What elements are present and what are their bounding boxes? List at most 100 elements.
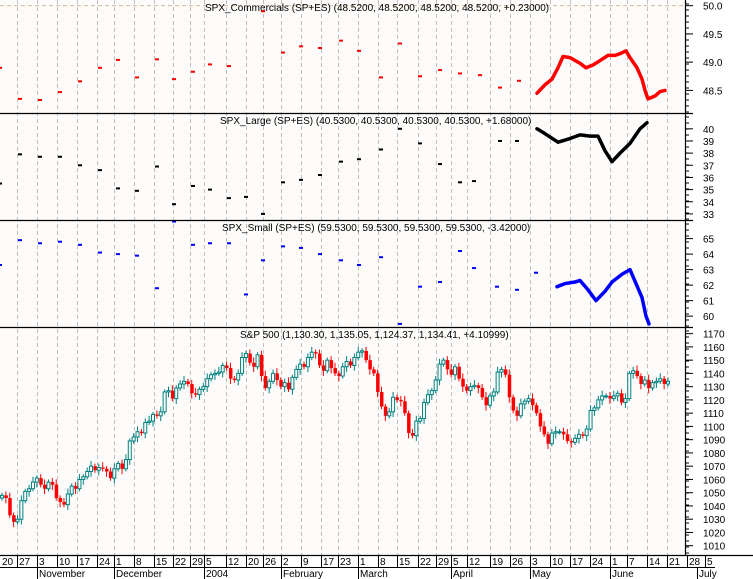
y-tick-label: 65: [703, 235, 715, 246]
candle-body-up: [468, 386, 473, 392]
data-point: [438, 281, 442, 284]
candle-body-down: [101, 467, 105, 469]
candle-body-up: [89, 465, 94, 472]
candle-body-up: [255, 354, 260, 368]
candle-body-up: [437, 363, 442, 381]
y-tick-label: 49.0: [703, 58, 723, 69]
candle-body-down: [329, 360, 334, 369]
x-day-label: 15: [399, 557, 411, 568]
candle-body-up: [116, 463, 121, 470]
data-point: [227, 65, 231, 68]
x-day-label: 22: [175, 557, 187, 568]
candle-body-up: [325, 359, 330, 372]
candle-body-down: [333, 368, 337, 374]
data-point: [498, 139, 502, 142]
y-tick-label: 1130: [703, 383, 725, 394]
candle-body-up: [522, 400, 527, 405]
candle-body-up: [472, 384, 477, 388]
candle-body-up: [181, 380, 186, 385]
data-line: [535, 49, 667, 101]
x-day-label: 24: [99, 557, 111, 568]
x-day-label: 2: [283, 557, 289, 568]
candle-body-up: [654, 380, 659, 384]
candle-body-up: [205, 378, 210, 388]
candle-body-down: [569, 441, 574, 443]
candle-body-down: [252, 362, 256, 367]
data-point: [58, 240, 62, 243]
candle-body-up: [429, 390, 434, 396]
candle-body-down: [639, 376, 643, 384]
x-day-label: 1: [360, 557, 366, 568]
x-day-label: 3: [532, 557, 538, 568]
candle-body-down: [43, 484, 47, 489]
candle-body-up: [143, 421, 148, 434]
data-point: [357, 49, 361, 52]
data-point: [18, 153, 22, 156]
candle-body-up: [650, 382, 655, 389]
candle-body-down: [565, 434, 570, 441]
x-day-label: 26: [265, 557, 277, 568]
data-point: [38, 242, 42, 245]
y-tick-label: 1170: [703, 330, 725, 341]
x-month-label: June: [612, 569, 634, 579]
candle-body-up: [491, 391, 496, 397]
candle-body-up: [360, 350, 365, 353]
candle-body-up: [271, 372, 276, 382]
data-point: [0, 66, 2, 69]
data-point: [227, 242, 231, 245]
candle-body-down: [74, 486, 78, 489]
candle-body-down: [608, 395, 612, 399]
candle-body-up: [209, 374, 214, 380]
y-tick-label: 50.0: [703, 2, 723, 13]
x-month-label: May: [532, 569, 551, 579]
candle-body-up: [166, 390, 171, 393]
x-month-label: November: [39, 569, 86, 579]
data-point: [98, 169, 102, 172]
data-line: [555, 267, 651, 326]
candle-body-up: [642, 379, 647, 385]
candle-body-down: [403, 401, 407, 414]
data-point: [135, 189, 139, 192]
y-tick-label: 1140: [703, 369, 725, 380]
candle-body-up: [197, 388, 202, 396]
y-tick-label: 1030: [703, 515, 726, 526]
y-tick-label: 60: [703, 312, 715, 323]
candle-body-down: [321, 365, 326, 371]
candle-body-up: [162, 391, 167, 413]
panel-title: SPX_Small (SP+ES) (59.5300, 59.5300, 59.…: [222, 223, 530, 234]
candle-body-down: [542, 426, 547, 435]
data-point: [418, 142, 422, 145]
x-day-label: 27: [19, 557, 31, 568]
candle-body-up: [391, 396, 396, 413]
candle-body-up: [30, 481, 35, 490]
x-day-label: 23: [340, 557, 352, 568]
y-tick-label: 34: [703, 198, 715, 209]
candle-body-up: [425, 394, 430, 404]
x-month-label: April: [453, 569, 473, 579]
data-point: [357, 263, 361, 266]
candle-body-up: [158, 411, 163, 417]
x-month-label: 2004: [206, 569, 229, 579]
candle-body-up: [418, 417, 423, 422]
x-day-label: 5: [453, 557, 459, 568]
x-day-label: 17: [323, 557, 335, 568]
candle-body-up: [658, 378, 663, 382]
data-point: [18, 97, 22, 100]
y-tick-label: 64: [703, 250, 715, 261]
candle-body-down: [248, 353, 252, 363]
candle-body-up: [135, 431, 140, 438]
data-point: [418, 285, 422, 288]
data-point: [339, 39, 343, 42]
candle-body-down: [120, 463, 125, 469]
candle-body-up: [15, 518, 20, 523]
candle-body-up: [267, 380, 272, 389]
candle-body-up: [19, 500, 24, 520]
data-point: [38, 99, 42, 102]
candle-body-down: [263, 376, 268, 388]
x-day-label: 12: [469, 557, 481, 568]
data-point: [58, 91, 62, 94]
x-day-label: 20: [248, 557, 260, 568]
data-point: [458, 72, 462, 75]
candle-body-up: [584, 428, 589, 437]
data-point: [191, 243, 195, 246]
